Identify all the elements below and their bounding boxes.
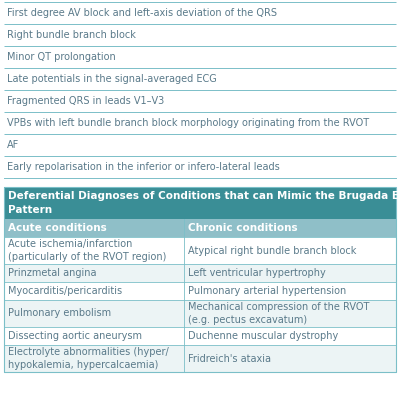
Text: Pulmonary arterial hypertension: Pulmonary arterial hypertension	[188, 286, 346, 296]
Text: Deferential Diagnoses of Conditions that can Mimic the Brugada ECG: Deferential Diagnoses of Conditions that…	[8, 191, 400, 201]
Bar	[4, 264, 396, 282]
Text: Mechanical compression of the RVOT
(e.g. pectus excavatum): Mechanical compression of the RVOT (e.g.…	[188, 302, 370, 325]
Text: Acute ischemia/infarction
(particularly of the RVOT region): Acute ischemia/infarction (particularly …	[8, 239, 166, 262]
Text: Myocarditis/pericarditis: Myocarditis/pericarditis	[8, 286, 122, 296]
Bar	[4, 300, 396, 327]
Bar	[4, 345, 396, 372]
Bar	[4, 237, 396, 264]
Text: Pattern: Pattern	[8, 205, 52, 215]
Bar	[4, 219, 396, 237]
Text: Duchenne muscular dystrophy: Duchenne muscular dystrophy	[188, 331, 338, 341]
Text: Early repolarisation in the inferior or infero-lateral leads: Early repolarisation in the inferior or …	[7, 162, 280, 172]
Text: Electrolyte abnormalities (hyper/
hypokalemia, hypercalcaemia): Electrolyte abnormalities (hyper/ hypoka…	[8, 347, 169, 370]
Text: Pulmonary embolism: Pulmonary embolism	[8, 308, 111, 318]
Text: Atypical right bundle branch block: Atypical right bundle branch block	[188, 246, 357, 256]
Bar	[4, 327, 396, 345]
Text: Chronic conditions: Chronic conditions	[188, 223, 298, 233]
Text: First degree AV block and left-axis deviation of the QRS: First degree AV block and left-axis devi…	[7, 8, 277, 18]
Bar	[4, 187, 396, 372]
Text: AF: AF	[7, 140, 19, 150]
Bar	[4, 187, 396, 219]
Text: Prinzmetal angina: Prinzmetal angina	[8, 268, 96, 278]
Text: Late potentials in the signal-averaged ECG: Late potentials in the signal-averaged E…	[7, 74, 217, 84]
Text: Acute conditions: Acute conditions	[8, 223, 107, 233]
Text: Right bundle branch block: Right bundle branch block	[7, 30, 136, 40]
Text: VPBs with left bundle branch block morphology originating from the RVOT: VPBs with left bundle branch block morph…	[7, 118, 369, 128]
Text: Minor QT prolongation: Minor QT prolongation	[7, 52, 116, 62]
Text: Dissecting aortic aneurysm: Dissecting aortic aneurysm	[8, 331, 142, 341]
Text: Left ventricular hypertrophy: Left ventricular hypertrophy	[188, 268, 326, 278]
Bar	[4, 282, 396, 300]
Text: Fridreich's ataxia: Fridreich's ataxia	[188, 354, 271, 364]
Text: Fragmented QRS in leads V1–V3: Fragmented QRS in leads V1–V3	[7, 96, 164, 106]
